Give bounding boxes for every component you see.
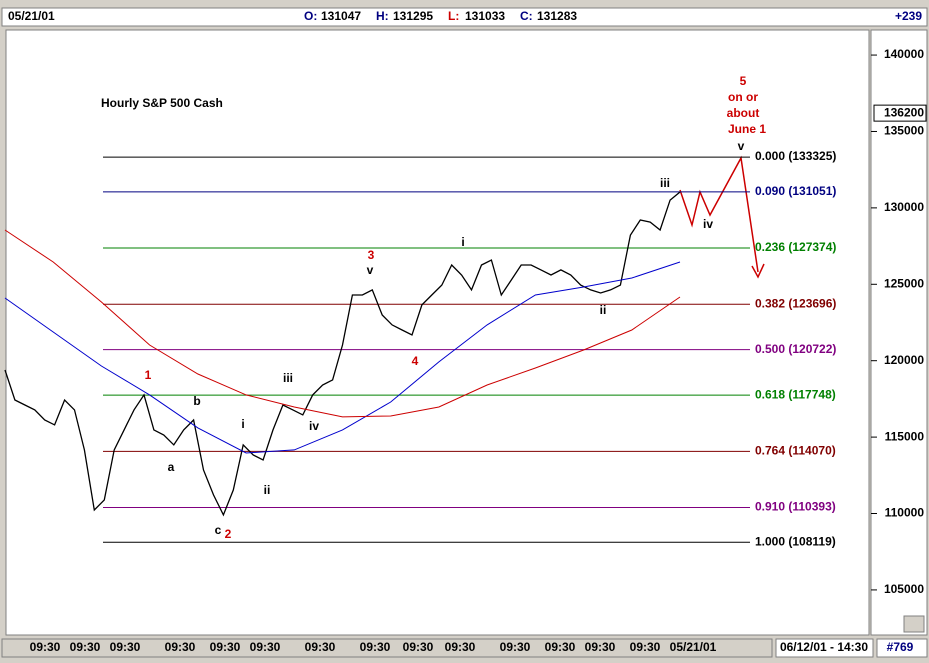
wave-label: 4: [412, 354, 419, 368]
x-tick-label: 09:30: [250, 640, 281, 654]
wave-label: i: [461, 235, 464, 249]
header-label: H:: [376, 9, 389, 23]
fib-label: 1.000 (108119): [755, 534, 836, 548]
fib-label: 0.236 (127374): [755, 240, 836, 254]
fib-label: 0.500 (120722): [755, 342, 836, 356]
count-box: [876, 638, 928, 658]
wave-label: v: [367, 263, 374, 277]
wave-label: a: [168, 460, 175, 474]
header-label: L:: [448, 9, 459, 23]
fib-label: 0.382 (123696): [755, 296, 836, 310]
footer-count: #769: [887, 640, 914, 654]
wave-label: June 1: [728, 122, 766, 136]
wave-label: 5: [740, 74, 747, 88]
header-value: 131283: [537, 9, 577, 23]
price-axis: [870, 29, 928, 636]
x-tick-label: 09:30: [403, 640, 434, 654]
series-line: [4, 261, 681, 454]
wave-label: iii: [660, 176, 670, 190]
x-tick-label: 09:30: [110, 640, 141, 654]
y-tick-label: 140000: [884, 47, 924, 61]
x-tick-label: 09:30: [360, 640, 391, 654]
last-price-box: [873, 104, 927, 122]
y-tick-label: 130000: [884, 200, 924, 214]
wave-label: v: [738, 139, 745, 153]
fib-label: 0.090 (131051): [755, 184, 836, 198]
y-tick-label: 105000: [884, 582, 924, 596]
y-tick-label: 115000: [885, 429, 925, 443]
y-tick-label: 125000: [884, 276, 924, 290]
x-tick-label: 09:30: [630, 640, 661, 654]
x-tick-label: 09:30: [210, 640, 241, 654]
y-tick-label: 120000: [884, 353, 924, 367]
x-tick-label: 09:30: [70, 640, 101, 654]
series-line: [4, 229, 681, 418]
header-label: C:: [520, 9, 533, 23]
x-tick-label: 09:30: [500, 640, 531, 654]
header-label: O:: [304, 9, 317, 23]
plot-area: [5, 29, 870, 636]
y-tick-label: 110000: [885, 506, 925, 520]
header-value: 131033: [465, 9, 505, 23]
wave-label: ii: [600, 303, 607, 317]
range-box: [775, 638, 874, 658]
wave-label: iv: [309, 419, 319, 433]
time-axis: [1, 638, 773, 658]
wave-label: iii: [283, 371, 293, 385]
wave-label: c: [215, 523, 222, 537]
footer-range: 06/12/01 - 14:30: [780, 640, 868, 654]
tool-icon[interactable]: [903, 615, 925, 633]
chart-title: Hourly S&P 500 Cash: [101, 96, 223, 110]
last-price-label: 136200: [884, 105, 924, 119]
fib-label: 0.764 (114070): [755, 443, 836, 457]
wave-label: b: [193, 394, 200, 408]
wave-label: ii: [264, 483, 271, 497]
wave-label: about: [727, 106, 760, 120]
x-tick-label: 09:30: [30, 640, 61, 654]
wave-label: 1: [145, 368, 152, 382]
projection: [679, 155, 759, 273]
header-value: 131047: [321, 9, 361, 23]
x-tick-label: 09:30: [445, 640, 476, 654]
x-tick-label: 09:30: [305, 640, 336, 654]
wave-label: i: [241, 417, 244, 431]
x-tick-label: 09:30: [585, 640, 616, 654]
fib-label: 0.910 (110393): [755, 500, 836, 514]
fib-label: 0.618 (117748): [755, 387, 836, 401]
header-bar: [1, 7, 928, 27]
header-value: 131295: [393, 9, 433, 23]
header-change: +239: [895, 9, 922, 23]
header-date: 05/21/01: [8, 9, 55, 23]
series-line: [4, 191, 681, 517]
wave-label: iv: [703, 217, 713, 231]
projection-arrow: [751, 263, 765, 279]
fib-label: 0.000 (133325): [755, 149, 836, 163]
x-tick-label: 09:30: [165, 640, 196, 654]
wave-label: on or: [728, 90, 758, 104]
x-tick-label: 09:30: [545, 640, 576, 654]
wave-label: 3: [368, 248, 375, 262]
y-tick-label: 135000: [884, 124, 924, 138]
x-tick-label: 05/21/01: [670, 640, 717, 654]
wave-label: 2: [225, 527, 232, 541]
